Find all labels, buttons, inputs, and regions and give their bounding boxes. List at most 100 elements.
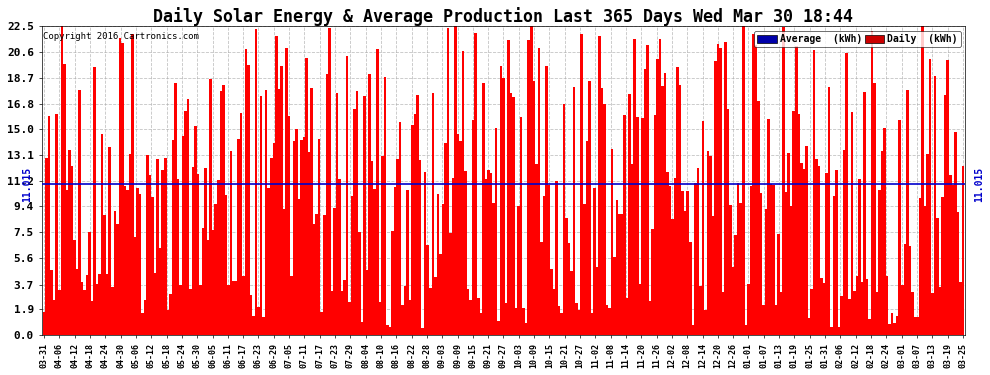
Bar: [88, 232, 91, 335]
Bar: [697, 168, 699, 335]
Bar: [60, 26, 63, 335]
Bar: [686, 191, 689, 335]
Bar: [383, 77, 386, 335]
Bar: [876, 291, 878, 335]
Bar: [487, 170, 490, 335]
Bar: [823, 283, 826, 335]
Bar: [552, 289, 555, 335]
Bar: [373, 189, 376, 335]
Bar: [694, 183, 697, 335]
Bar: [217, 180, 220, 335]
Bar: [826, 173, 828, 335]
Bar: [888, 324, 891, 335]
Bar: [366, 270, 368, 335]
Bar: [868, 319, 871, 335]
Bar: [75, 269, 78, 335]
Bar: [754, 45, 757, 335]
Bar: [116, 224, 119, 335]
Bar: [939, 287, 941, 335]
Bar: [305, 58, 308, 335]
Bar: [959, 282, 961, 335]
Bar: [772, 185, 775, 335]
Bar: [795, 46, 798, 335]
Bar: [492, 202, 495, 335]
Bar: [505, 303, 507, 335]
Bar: [272, 143, 275, 335]
Bar: [245, 49, 248, 335]
Bar: [355, 91, 358, 335]
Bar: [735, 235, 737, 335]
Bar: [350, 196, 353, 335]
Bar: [792, 111, 795, 335]
Bar: [619, 214, 621, 335]
Bar: [937, 218, 939, 335]
Bar: [818, 166, 821, 335]
Bar: [464, 171, 467, 335]
Bar: [591, 313, 593, 335]
Bar: [147, 154, 148, 335]
Bar: [803, 169, 805, 335]
Bar: [858, 179, 860, 335]
Bar: [911, 292, 914, 335]
Bar: [295, 129, 298, 335]
Bar: [893, 322, 896, 335]
Bar: [184, 111, 187, 335]
Bar: [48, 116, 50, 335]
Bar: [722, 292, 725, 335]
Bar: [50, 270, 52, 335]
Bar: [886, 276, 888, 335]
Bar: [316, 214, 318, 335]
Bar: [575, 303, 578, 335]
Bar: [676, 67, 679, 335]
Bar: [101, 134, 103, 335]
Bar: [262, 317, 265, 335]
Bar: [417, 94, 419, 335]
Bar: [681, 191, 684, 335]
Bar: [689, 242, 692, 335]
Bar: [535, 164, 538, 335]
Bar: [752, 34, 754, 335]
Bar: [148, 176, 151, 335]
Bar: [850, 112, 853, 335]
Bar: [530, 26, 533, 335]
Bar: [598, 36, 601, 335]
Bar: [616, 200, 619, 335]
Bar: [855, 276, 858, 335]
Bar: [52, 300, 55, 335]
Bar: [363, 96, 366, 335]
Bar: [901, 285, 904, 335]
Bar: [924, 206, 927, 335]
Bar: [904, 244, 906, 335]
Bar: [389, 327, 391, 335]
Bar: [821, 278, 823, 335]
Bar: [656, 59, 658, 335]
Bar: [757, 100, 759, 335]
Bar: [634, 39, 636, 335]
Bar: [126, 190, 129, 335]
Bar: [83, 290, 86, 335]
Bar: [593, 188, 596, 335]
Bar: [770, 184, 772, 335]
Bar: [815, 159, 818, 335]
Bar: [129, 154, 132, 335]
Bar: [449, 232, 451, 335]
Bar: [631, 164, 634, 335]
Bar: [169, 294, 171, 335]
Bar: [515, 308, 518, 335]
Bar: [899, 120, 901, 335]
Bar: [318, 140, 321, 335]
Bar: [311, 88, 313, 335]
Bar: [810, 289, 813, 335]
Bar: [451, 178, 454, 335]
Bar: [459, 141, 462, 335]
Bar: [845, 53, 848, 335]
Bar: [414, 114, 417, 335]
Bar: [545, 66, 547, 335]
Bar: [212, 230, 215, 335]
Bar: [669, 186, 671, 335]
Bar: [878, 190, 881, 335]
Bar: [780, 292, 782, 335]
Bar: [336, 93, 339, 335]
Bar: [467, 290, 469, 335]
Bar: [712, 216, 714, 335]
